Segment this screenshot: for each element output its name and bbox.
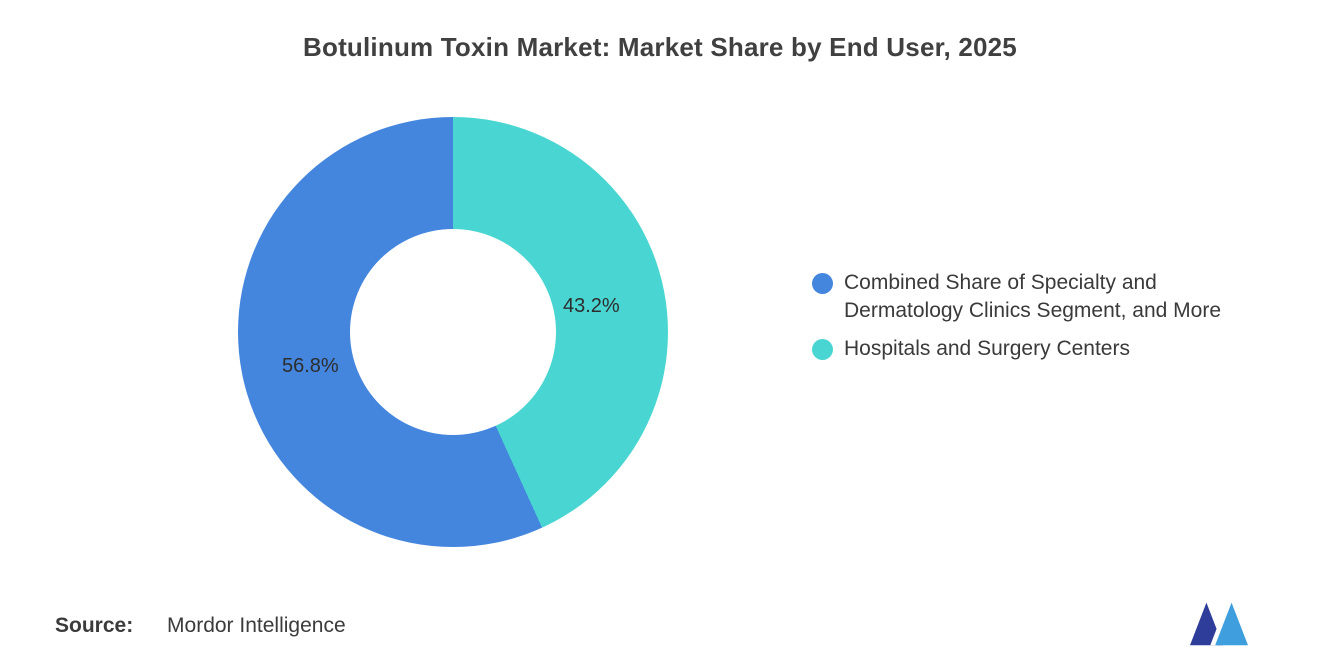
legend-item-hospitals: Hospitals and Surgery Centers [812,335,1282,363]
donut-hole [350,229,556,435]
donut-chart: 56.8% 43.2% [238,117,668,547]
value-label-hospitals-segment: 43.2% [563,295,620,317]
value-label-clinics-segment: 56.8% [282,355,339,377]
legend-label-hospitals: Hospitals and Surgery Centers [844,337,1130,360]
chart-title: Botulinum Toxin Market: Market Share by … [303,32,1017,62]
source-line: Source: Mordor Intelligence [55,614,346,638]
mordor-intelligence-logo [1190,602,1248,646]
legend-dot-hospitals [812,339,833,360]
source-label: Source: [55,614,134,637]
source-text: Mordor Intelligence [167,614,346,637]
legend-label-clinics: Combined Share of Specialty and Dermatol… [844,271,1221,322]
legend-dot-clinics [812,273,833,294]
legend-item-clinics: Combined Share of Specialty and Dermatol… [812,269,1282,325]
chart-legend: Combined Share of Specialty and Dermatol… [812,269,1282,363]
